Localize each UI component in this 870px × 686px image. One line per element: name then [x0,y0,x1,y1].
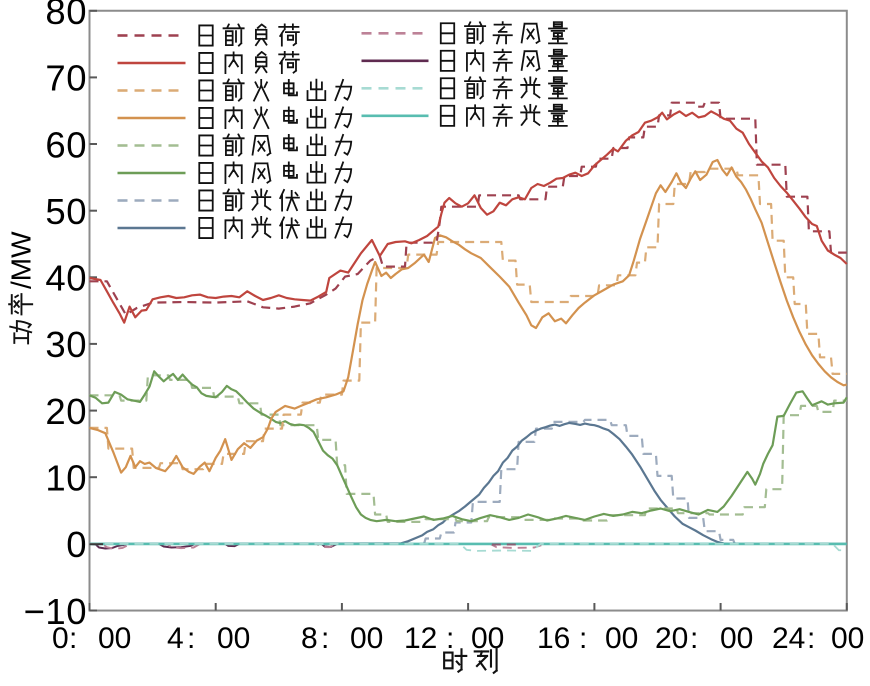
svg-text:/MW: /MW [6,231,37,289]
svg-text:10: 10 [45,458,87,499]
svg-text:0: 0 [66,524,87,565]
svg-text:20: 20 [655,622,688,655]
svg-text:20: 20 [45,391,87,432]
svg-text:00: 00 [831,622,864,655]
svg-text:50: 50 [45,191,87,232]
svg-text:00: 00 [98,622,131,655]
svg-text:00: 00 [720,622,753,655]
svg-text::: : [69,622,77,655]
svg-text:4: 4 [167,622,184,655]
svg-text:80: 80 [45,0,87,32]
svg-text:00: 00 [605,622,638,655]
svg-text::: : [446,622,454,655]
svg-text:16: 16 [537,622,570,655]
svg-text:60: 60 [45,124,87,165]
svg-text:8: 8 [301,622,318,655]
svg-text:00: 00 [217,622,250,655]
svg-text:00: 00 [350,622,383,655]
svg-text:40: 40 [45,258,87,299]
svg-text:0: 0 [52,622,69,655]
svg-text:−10: −10 [24,591,87,632]
svg-text:00: 00 [471,622,504,655]
svg-text:24: 24 [772,622,805,655]
svg-text::: : [690,622,698,655]
svg-text:70: 70 [45,58,87,99]
svg-text::: : [579,622,587,655]
svg-text::: : [321,622,329,655]
svg-text::: : [187,622,195,655]
svg-text::: : [807,622,815,655]
svg-text:30: 30 [45,324,87,365]
svg-text:12: 12 [404,622,437,655]
